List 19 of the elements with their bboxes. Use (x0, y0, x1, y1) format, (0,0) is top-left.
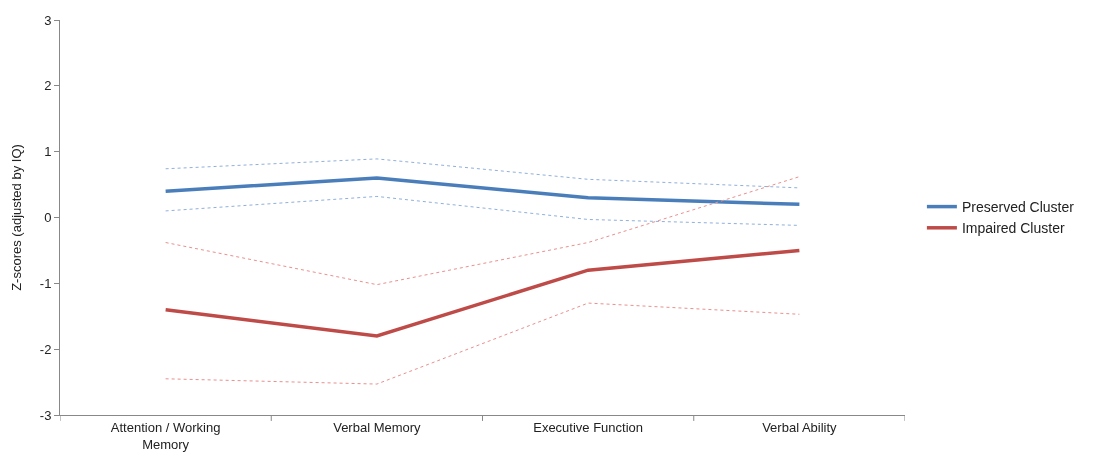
line-series (165, 195, 800, 226)
y-tick-label: -2 (39, 341, 52, 357)
y-tick-label: 3 (44, 12, 52, 28)
y-tick-label: -1 (39, 275, 52, 291)
y-axis-title: Z-scores (adjusted by IQ) (8, 144, 24, 291)
y-tick-label: -3 (39, 407, 52, 423)
x-tick-label: Verbal Ability (762, 419, 838, 435)
line-series (165, 158, 800, 189)
x-tick-label: Verbal Memory (333, 419, 422, 435)
legend-label: Preserved Cluster (961, 199, 1075, 216)
y-tick-label: 1 (44, 144, 52, 160)
line-series (163, 248, 802, 338)
line-series (163, 176, 802, 207)
line-series (165, 302, 800, 385)
y-tick-label: 2 (44, 78, 52, 94)
y-tick-label: 0 (44, 210, 52, 226)
x-tick-label: Executive Function (533, 419, 644, 435)
x-tick-label: Attention / Working Memory (110, 419, 221, 452)
legend-label: Impaired Cluster (961, 220, 1065, 237)
